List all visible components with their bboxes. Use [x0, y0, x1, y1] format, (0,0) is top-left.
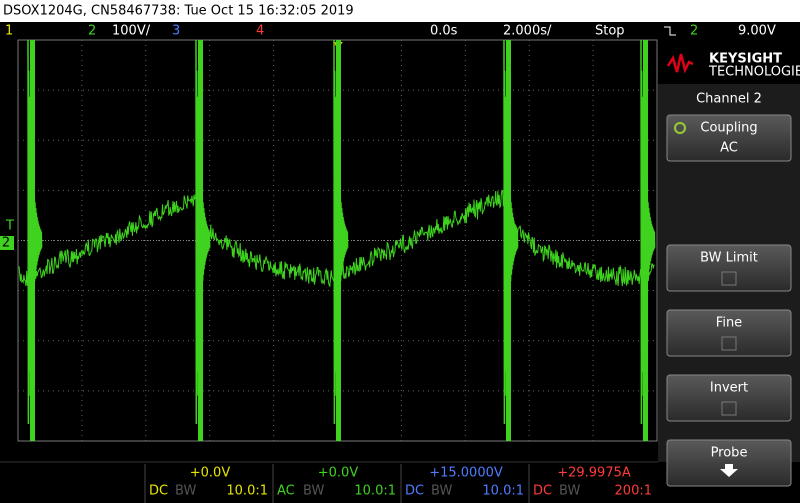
channel-probe: 10.0:1 — [226, 484, 268, 499]
trace-spike-body — [198, 40, 203, 441]
trigger-icon — [664, 26, 676, 36]
softkey[interactable]: Fine — [666, 309, 792, 357]
softkey-button[interactable] — [666, 439, 792, 487]
run-state: Stop — [595, 24, 625, 39]
time-delay: 0.0s — [430, 24, 458, 39]
softkey-label[interactable]: Probe — [711, 446, 748, 461]
softkey-checkbox — [721, 336, 737, 351]
channel-offset: +0.0V — [318, 466, 359, 481]
trace-spike-body — [30, 40, 35, 441]
softkey-value[interactable]: AC — [720, 141, 738, 156]
brand-sub: TECHNOLOGIES — [708, 65, 800, 80]
title-bar — [0, 0, 800, 22]
title: DSOX1204G, CN58467738: Tue Oct 15 16:32:… — [3, 4, 354, 19]
softkey[interactable]: BW Limit — [666, 244, 792, 292]
ch1-label: 1 — [5, 24, 13, 39]
ch2-scale: 100V/ — [112, 24, 151, 39]
channel-coupling: AC — [277, 484, 295, 499]
logo-mark — [666, 53, 694, 74]
softkey[interactable]: Probe — [666, 439, 792, 487]
status-bar — [0, 22, 800, 40]
softkey-label[interactable]: Coupling — [700, 121, 757, 136]
channel-offset: +0.0V — [190, 466, 231, 481]
softkeys: Coupling AC BW Limit Fine Invert Probe — [666, 114, 792, 487]
trace-spike-body — [506, 40, 511, 441]
softkey-arrow — [720, 464, 738, 477]
softkey-button[interactable] — [666, 374, 792, 422]
ch3-label: 3 — [172, 24, 180, 39]
softkey-label[interactable]: Invert — [710, 381, 748, 396]
menu-title: Channel 2 — [696, 92, 762, 107]
softkey-button[interactable] — [666, 309, 792, 357]
trigger-level: 9.00V — [738, 24, 776, 39]
channel-bw: BW — [431, 484, 452, 499]
channel-coupling: DC — [149, 484, 168, 499]
time-scale: 2.000s/ — [503, 24, 552, 39]
channel-coupling: DC — [405, 484, 424, 499]
trace-spike-body — [643, 40, 648, 441]
trigger-marker: T — [5, 219, 14, 234]
channel-probe: 200:1 — [615, 484, 652, 499]
channel-offset: +15.0000V — [429, 466, 503, 481]
channel-coupling: DC — [533, 484, 552, 499]
softkey-label[interactable]: BW Limit — [700, 251, 758, 266]
softkey-button[interactable] — [666, 244, 792, 292]
softkey-checkbox — [721, 271, 737, 286]
channel-probe: 10.0:1 — [354, 484, 396, 499]
trace-spike-body — [336, 40, 341, 441]
ch2-label: 2 — [88, 24, 96, 39]
waveform — [18, 39, 656, 441]
brand: KEYSIGHT — [709, 52, 782, 67]
channel-bw: BW — [175, 484, 196, 499]
softkey[interactable]: Invert — [666, 374, 792, 422]
softkey[interactable]: Coupling AC — [666, 114, 792, 162]
trigger-channel: 2 — [690, 24, 698, 39]
ground-marker-label: 2 — [2, 236, 10, 251]
channel-info: +0.0V DC BW 10.0:1 +0.0V AC BW 10.0:1 +15.0000V D… — [144, 464, 652, 503]
channel-offset: +29.9975A — [557, 466, 631, 481]
channel-bw: BW — [303, 484, 324, 499]
softkey-checkbox — [721, 401, 737, 416]
ground-marker — [0, 236, 14, 250]
ch4-label: 4 — [256, 24, 264, 39]
channel-probe: 10.0:1 — [482, 484, 524, 499]
softkey-button[interactable] — [666, 114, 792, 162]
softkey-icon — [674, 122, 686, 134]
softkey-label[interactable]: Fine — [716, 316, 742, 331]
channel-bw: BW — [559, 484, 580, 499]
logo-area — [658, 40, 800, 84]
